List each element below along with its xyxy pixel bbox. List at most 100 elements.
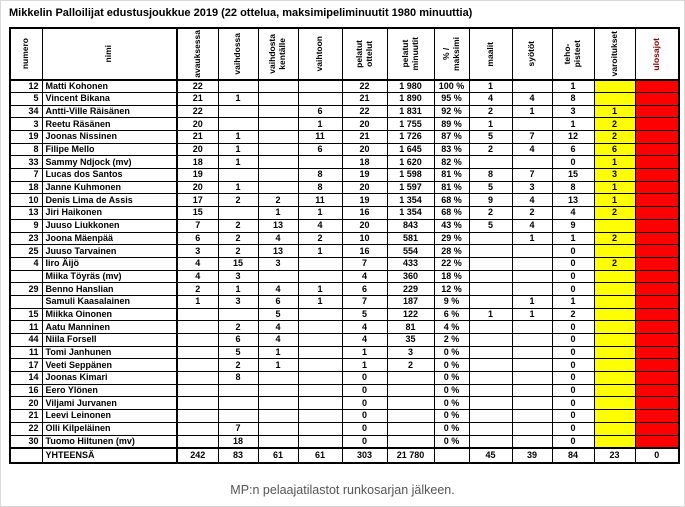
- cell-avauksessa: 4: [176, 269, 219, 284]
- cell-vaihtoon: 4: [297, 218, 343, 233]
- cell-vaihdosta-kentalle: [257, 434, 299, 449]
- column-header-vaihtoon: vaihtoon: [297, 27, 343, 81]
- cell-nimi: Juuso Liukkonen: [41, 218, 178, 233]
- cell-syotot: 1: [511, 104, 553, 119]
- cell-avauksessa: 4: [176, 256, 219, 271]
- cell-teho-pisteet: 0: [551, 358, 595, 373]
- cell-pelatut-minuutit: 1 726: [386, 130, 435, 144]
- cell-pct-maksimi: 0 %: [433, 421, 470, 436]
- cell-ulosajot: [634, 282, 680, 296]
- cell-nimi: Vincent Bikana: [41, 91, 178, 106]
- cell-pelatut-minuutit: 1 598: [386, 168, 435, 182]
- cell-vaihtoon: [297, 421, 343, 436]
- cell-nimi: Joonas Nissinen: [41, 130, 178, 144]
- cell-pelatut-ottelut: 4: [341, 333, 388, 347]
- cell-vaihtoon: [297, 383, 343, 398]
- cell-teho-pisteet: 4: [551, 206, 595, 220]
- cell-pelatut-ottelut: 0: [341, 371, 388, 385]
- cell-pct-maksimi: 83 %: [433, 142, 470, 157]
- cell-pelatut-ottelut: 0: [341, 396, 388, 411]
- page-title: Mikkelin Palloilijat edustusjoukkue 2019…: [9, 7, 473, 19]
- cell-pct-maksimi: 81 %: [433, 180, 470, 195]
- cell-pelatut-minuutit: 1 980: [386, 79, 435, 93]
- cell-avauksessa: 20: [176, 117, 219, 131]
- cell-vaihdosta-kentalle: 4: [257, 320, 299, 334]
- cell-vaihdossa: 1: [217, 91, 259, 106]
- cell-numero: 8: [9, 142, 43, 157]
- cell-syotot: 7: [511, 168, 553, 182]
- cell-ulosajot: [634, 409, 680, 423]
- cell-pct-maksimi: 9 %: [433, 294, 470, 309]
- cell-avauksessa: 1: [176, 294, 219, 309]
- cell-teho-pisteet: 12: [551, 130, 595, 144]
- cell-avauksessa: [176, 333, 219, 347]
- cell-pelatut-ottelut: 1: [341, 345, 388, 360]
- cell-numero: 11: [9, 345, 43, 360]
- cell-pelatut-ottelut: 6: [341, 282, 388, 296]
- cell-vaihdosta-kentalle: [257, 130, 299, 144]
- cell-numero: 4: [9, 256, 43, 271]
- cell-pct-maksimi: 4 %: [433, 320, 470, 334]
- cell-varoitukset: 1: [593, 104, 636, 119]
- cell-pelatut-minuutit: [386, 383, 435, 398]
- cell-nimi: Miikka Oinonen: [41, 307, 178, 322]
- cell-avauksessa: 3: [176, 244, 219, 258]
- cell-teho-pisteet: 0: [551, 320, 595, 334]
- cell-syotot: [511, 117, 553, 131]
- cell-pct-maksimi: 0 %: [433, 434, 470, 449]
- cell-varoitukset: [593, 434, 636, 449]
- cell-syotot: 2: [511, 206, 553, 220]
- footer-caption: MP:n pelaajatilastot runkosarjan jälkeen…: [230, 483, 455, 497]
- totals-cell-vaihdossa: 83: [217, 446, 259, 464]
- cell-teho-pisteet: 0: [551, 409, 595, 423]
- cell-avauksessa: 2: [176, 282, 219, 296]
- table-row: 9 Juuso Liukkonen 7 2 13 4 20 843 43 % 5 4 9: [9, 218, 680, 233]
- cell-avauksessa: 19: [176, 168, 219, 182]
- column-header-label: avauksessa: [191, 30, 202, 78]
- cell-vaihdosta-kentalle: [257, 79, 299, 93]
- table-row: 11 Aatu Manninen 2 4 4 81 4 % 0: [9, 320, 680, 334]
- cell-vaihdossa: 3: [217, 294, 259, 309]
- cell-vaihdosta-kentalle: 4: [257, 333, 299, 347]
- column-header-label: ulosajot: [650, 37, 661, 71]
- cell-vaihtoon: 2: [297, 231, 343, 246]
- cell-numero: 15: [9, 307, 43, 322]
- cell-nimi: Olli Kilpeläinen: [41, 421, 178, 436]
- cell-numero: 33: [9, 155, 43, 170]
- column-header-pelatut-minuutit: pelatut minuutit: [386, 27, 435, 81]
- table-row: 29 Benno Hanslian 2 1 4 1 6 229 12 % 0: [9, 282, 680, 296]
- cell-syotot: [511, 434, 553, 449]
- cell-vaihtoon: [297, 358, 343, 373]
- cell-varoitukset: 3: [593, 168, 636, 182]
- table-row: 16 Eero Ylönen 0 0 % 0: [9, 383, 680, 398]
- cell-vaihtoon: 1: [297, 206, 343, 220]
- column-header-ulosajot: ulosajot: [634, 27, 680, 81]
- totals-cell-pct-maksimi: [433, 446, 470, 464]
- cell-nimi: Veeti Seppänen: [41, 358, 178, 373]
- cell-syotot: [511, 409, 553, 423]
- cell-ulosajot: [634, 307, 680, 322]
- cell-pct-maksimi: 43 %: [433, 218, 470, 233]
- cell-varoitukset: [593, 91, 636, 106]
- cell-pelatut-ottelut: 0: [341, 434, 388, 449]
- cell-ulosajot: [634, 218, 680, 233]
- cell-avauksessa: 22: [176, 79, 219, 93]
- cell-vaihdossa: 2: [217, 193, 259, 208]
- cell-vaihdosta-kentalle: 6: [257, 294, 299, 309]
- cell-vaihdosta-kentalle: 2: [257, 193, 299, 208]
- table-row: 21 Leevi Leinonen 0 0 % 0: [9, 409, 680, 423]
- table-row: 3 Reetu Räsänen 20 1 20 1 755 89 % 1 1 2: [9, 117, 680, 131]
- cell-numero: [9, 294, 43, 309]
- cell-vaihtoon: [297, 91, 343, 106]
- totals-cell-nimi: YHTEENSÄ: [41, 446, 178, 464]
- cell-numero: 12: [9, 79, 43, 93]
- cell-maalit: 2: [468, 142, 513, 157]
- column-header-vaihdosta-kentalle: vaihdosta kentälle: [257, 27, 299, 81]
- cell-pelatut-ottelut: 0: [341, 421, 388, 436]
- cell-nimi: Lucas dos Santos: [41, 168, 178, 182]
- cell-syotot: [511, 371, 553, 385]
- cell-teho-pisteet: 0: [551, 155, 595, 170]
- cell-nimi: Leevi Leinonen: [41, 409, 178, 423]
- totals-cell-syotot: 39: [511, 446, 553, 464]
- cell-numero: 30: [9, 434, 43, 449]
